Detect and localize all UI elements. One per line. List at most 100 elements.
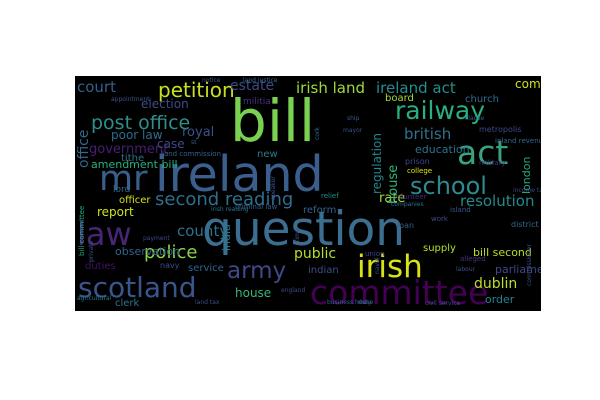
word-navy: service [188,263,224,274]
word-act: act [457,133,509,172]
word-time: st [191,139,197,146]
word-lord: officer [119,195,151,206]
word-government: report [97,205,134,219]
word-agricultural: naval [374,257,381,274]
word-ship: time [294,228,301,242]
word-estate: estate [230,78,275,94]
word-order: parliament [495,263,541,276]
word-report: house [235,286,272,300]
word-district: alleged [460,255,486,263]
word-work: work [431,215,448,223]
word-rate: rate [379,191,406,206]
word-school: school [410,172,487,200]
word-observation: new [257,149,278,160]
word-college: companies [391,201,424,208]
word-scotland: scotland [78,271,197,304]
word-work: supply [423,243,456,254]
word-payment: england [281,287,306,294]
word-board: indian [308,265,339,276]
word-cloud: question bill ireland mr irish committee… [75,76,541,311]
word-land-commission: land commission [162,150,222,158]
word-prison: college [407,167,433,175]
word-militia: irish reading [211,206,249,213]
word-duty: commissioner [526,244,533,286]
word-ireland: ireland [155,146,324,203]
word-military: education [415,143,470,156]
word-india: india [220,224,233,251]
word-second-reading: second reading [155,189,294,210]
word-irish: irish [357,249,423,285]
word-bill-second: election [141,97,189,111]
word-royal: government [89,142,169,157]
word-public: public [294,246,337,262]
word-civil-service: business house [327,299,374,306]
word-duties: observation [115,245,181,258]
word-army: army [227,258,287,284]
word-criminal-law: civil service [425,300,461,307]
word-committee: committee [310,273,489,311]
word-poor-law: case [157,137,185,151]
word-supply: loan [397,221,415,230]
word-land-tax: duty [358,299,372,306]
word-case: royal [182,125,215,140]
word-election: poor law [111,128,163,142]
word-county: county [177,222,229,240]
word-inland-revenue: land justice [243,77,278,84]
word-resolution: resolution [460,192,535,210]
word-petition: petition [158,78,235,102]
word-bill-committee: payment [143,235,170,242]
word-mr: mr [99,159,148,199]
word-speaker: ship [347,115,360,122]
word-reform: lord [113,185,131,195]
word-education: reform [303,205,337,216]
word-island: union [365,250,385,258]
word-union: relief [321,192,339,200]
word-tithe: tithe [121,153,145,164]
word-amendment-bill: clerk [115,298,140,309]
word-commission: church [465,94,499,105]
word-notice: appointment [111,96,150,103]
word-metropolis: metropolis [479,125,522,134]
word-loan: district [511,220,539,229]
word-military: military [479,159,506,167]
word-church: board [385,93,414,104]
word-naval: notice [202,77,221,84]
word-appointment: private [88,240,95,262]
word-relief: volunteer [393,193,427,201]
word-new: commission [515,77,541,91]
word-office: office [76,129,92,168]
word-london: london [520,156,533,194]
word-st: mayor [343,127,363,134]
word-irish-reading: bill committee [78,205,86,256]
word-land-justice: criminal law [235,203,278,211]
word-question: question [202,202,406,257]
word-alleged: militia [243,97,271,107]
word-regulation: regulation [370,133,384,194]
word-commissioner: clause [465,115,485,122]
word-income-tax: agricultural [77,295,112,302]
word-private: land tax [195,299,220,306]
word-court: court [77,78,116,96]
word-law: law [77,215,132,253]
word-bill: bill [230,87,316,155]
word-cork: speaker [270,176,277,200]
word-business-house: island [450,206,471,214]
word-england: inland revenue [495,137,541,145]
word-irish-land: irish land [296,79,365,97]
word-railway: railway [395,96,486,125]
word-house: house [386,164,401,204]
word-british: british [404,125,452,143]
word-post-office: post office [91,112,191,134]
word-companies: labour [456,266,476,273]
word-volunteer: prison [405,157,430,166]
word-clerk: navy [160,261,180,270]
word-dublin: dublin [474,276,518,292]
word-ireland-act: ireland act [376,79,456,97]
word-service: duties [85,261,116,272]
word-officer: amendment bill [91,158,178,171]
word-clause: cork [314,127,321,140]
word-indian: order [485,293,515,306]
word-police: police [144,242,198,263]
word-labour: income tax [513,187,541,194]
word-parliament: bill second [473,246,532,259]
